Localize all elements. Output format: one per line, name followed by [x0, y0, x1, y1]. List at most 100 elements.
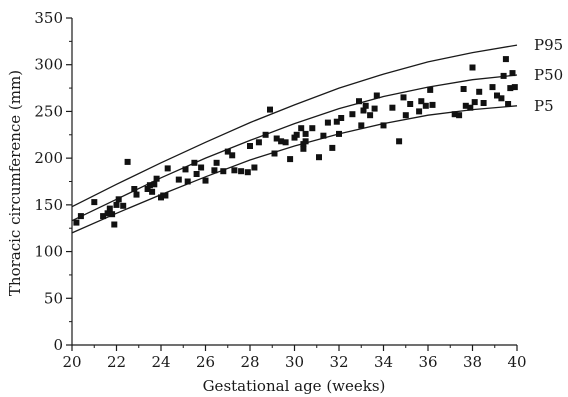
y-axis-label: Thoracic circumference (mm): [6, 70, 24, 296]
data-point: [149, 188, 156, 195]
data-point: [333, 118, 340, 125]
x-tick-label: 28: [240, 353, 259, 371]
data-point: [120, 202, 127, 209]
data-point: [106, 205, 113, 212]
data-point: [191, 159, 198, 166]
percentile-curves: P95 P50 P5: [71, 36, 563, 234]
data-point: [502, 56, 509, 63]
data-point: [451, 111, 458, 118]
data-point: [211, 167, 218, 174]
data-point: [115, 196, 122, 203]
y-tick-label: 0: [53, 336, 63, 354]
data-point: [73, 219, 80, 226]
data-point: [220, 168, 227, 175]
data-point: [182, 166, 189, 173]
data-point: [124, 158, 131, 165]
data-point: [316, 154, 322, 161]
data-point: [356, 98, 362, 105]
data-point: [373, 92, 380, 99]
data-point: [329, 144, 336, 151]
data-point: [462, 102, 469, 109]
data-point: [111, 221, 118, 228]
curve-label-p50: P50: [534, 66, 563, 84]
x-tick-label: 30: [285, 353, 304, 371]
y-tick-label: 50: [44, 289, 63, 307]
data-point: [471, 99, 478, 106]
curve-p50: [71, 74, 518, 222]
data-point: [489, 84, 496, 91]
data-point: [104, 210, 111, 217]
data-point: [367, 112, 374, 119]
data-point: [131, 186, 138, 192]
x-axis-label: Gestational age (weeks): [203, 377, 386, 395]
labels: Gestational age (weeks) Thoracic circumf…: [6, 70, 385, 395]
x-tick-label: 26: [196, 353, 215, 371]
data-point: [480, 100, 487, 106]
data-point: [389, 104, 396, 111]
y-tick-label: 100: [34, 243, 63, 261]
y-tick-label: 350: [34, 9, 63, 27]
data-point: [244, 169, 251, 176]
data-point: [309, 125, 316, 132]
data-point: [184, 178, 191, 185]
data-point: [427, 86, 434, 93]
data-point: [429, 101, 436, 108]
data-point: [400, 94, 407, 101]
data-point: [371, 105, 378, 112]
data-point: [498, 95, 505, 102]
data-point: [224, 148, 231, 155]
data-point: [402, 112, 409, 119]
data-point: [77, 213, 84, 220]
data-point: [407, 101, 414, 107]
data-point: [336, 130, 342, 137]
data-point: [460, 86, 467, 92]
data-point: [162, 192, 169, 199]
data-point: [505, 101, 512, 107]
data-point: [146, 182, 153, 189]
x-tick-label: 36: [418, 353, 437, 371]
data-point: [262, 131, 269, 138]
data-point: [362, 102, 369, 109]
data-point: [300, 145, 307, 152]
x-tick-label: 34: [374, 353, 393, 371]
data-point: [500, 72, 507, 79]
axes: 0 50 100 150 200 250 300 350 20 22 24 26 28 30 32 34 36 3…: [34, 9, 526, 371]
data-point: [338, 115, 345, 121]
data-point: [456, 112, 463, 119]
data-point: [358, 122, 365, 129]
data-point: [494, 92, 500, 99]
curve-p5: [71, 105, 518, 234]
data-point: [247, 143, 253, 149]
data-point: [422, 102, 429, 109]
data-point: [282, 139, 289, 146]
x-tick-label: 38: [463, 353, 482, 371]
data-point: [349, 111, 356, 118]
x-tick-label: 20: [62, 353, 81, 371]
data-point: [302, 138, 309, 145]
data-point: [287, 156, 294, 163]
data-point: [153, 175, 160, 182]
data-point: [396, 138, 403, 145]
data-point: [320, 132, 327, 139]
data-point: [198, 164, 205, 171]
data-point: [298, 125, 305, 132]
data-point: [467, 104, 474, 111]
data-point: [360, 107, 367, 114]
data-point: [202, 177, 209, 184]
data-point: [251, 164, 258, 171]
data-point: [238, 168, 245, 175]
data-point: [255, 139, 262, 146]
data-point: [229, 152, 236, 159]
data-point: [380, 122, 387, 129]
data-point: [416, 108, 423, 115]
data-point: [100, 213, 107, 220]
data-point: [213, 159, 220, 166]
data-point: [113, 201, 120, 208]
data-point: [271, 150, 278, 157]
data-point: [193, 171, 200, 177]
curve-p95: [71, 44, 518, 208]
data-point: [175, 176, 182, 183]
y-tick-label: 150: [34, 196, 63, 214]
x-tick-label: 40: [507, 353, 526, 371]
